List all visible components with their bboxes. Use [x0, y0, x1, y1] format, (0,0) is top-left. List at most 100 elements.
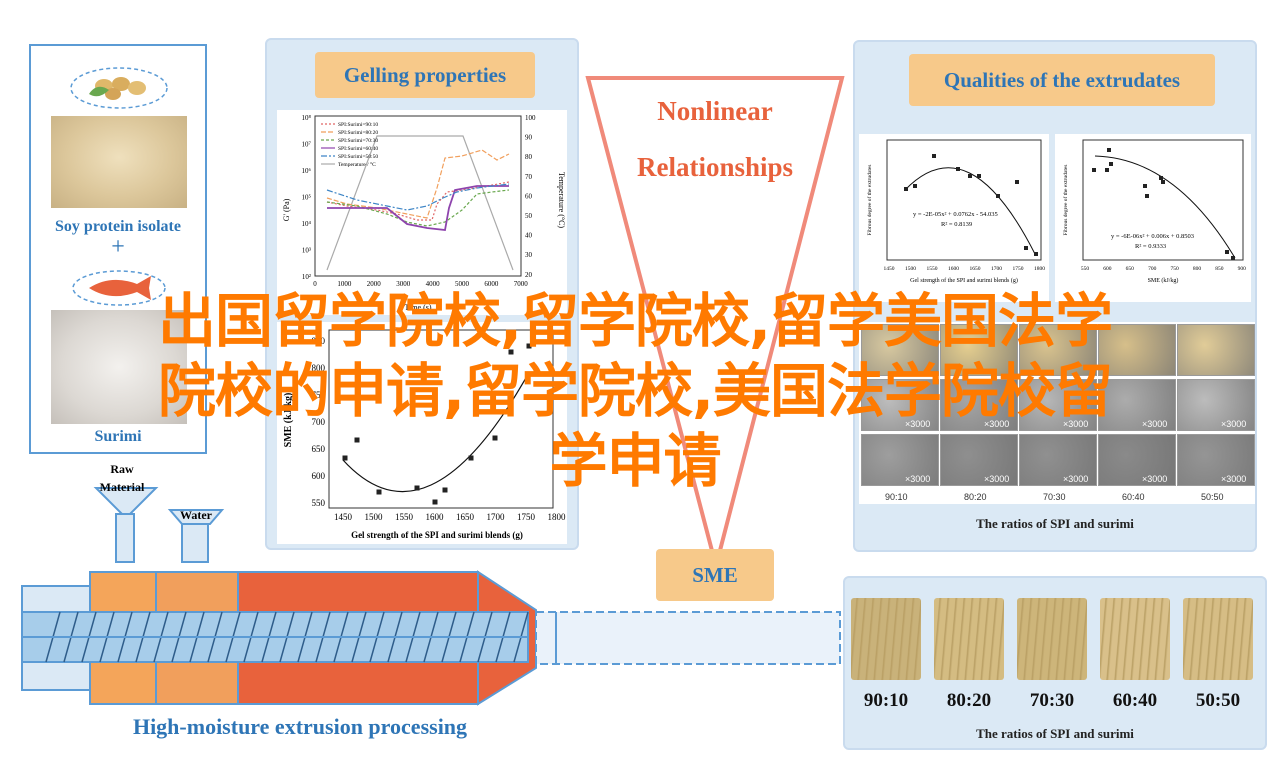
sem-micrograph: [1098, 324, 1176, 376]
fish-illustration: [72, 270, 166, 306]
sme-data-point: [526, 343, 532, 349]
sem-micrograph: [1019, 379, 1097, 431]
extrudate-sample: [934, 598, 1004, 680]
sme-data-point: [442, 487, 448, 493]
gelling-xtick: 2000: [367, 280, 382, 288]
sem-caption: The ratios of SPI and surimi: [976, 516, 1134, 531]
fibrous-chart-2: 550 600 650 700 750 800 850 900 y = -6E-06x² + …: [1055, 134, 1251, 302]
fibrous-1-xtick: 1800: [1034, 266, 1045, 272]
sme-xtick: 1800: [548, 512, 567, 522]
sme-xtick: 1550: [395, 512, 414, 522]
qualities-title: Qualities of the extrudates: [909, 54, 1215, 106]
gelling-xtick: 1000: [337, 280, 352, 288]
fibrous-1-xtick: 1500: [905, 266, 916, 272]
gelling-ytick-left: 10⁵: [302, 194, 312, 202]
sme-ytick: 700: [312, 417, 326, 427]
extrudate-ratio-label: 70:30: [1029, 690, 1075, 711]
soybean-illustration: [70, 67, 168, 109]
sme-chart-svg: 850 800 750 700 650 600 550 1450 1500 1550 1600 165…: [283, 329, 567, 540]
soy-powder-image: [51, 116, 187, 208]
fibrous-2-xtick: 900: [1238, 266, 1247, 272]
sme-fit-curve: [342, 375, 528, 493]
sem-magnification: ×3000: [984, 474, 1010, 484]
gelling-ytick-right: 90: [525, 134, 533, 142]
sme-xtick: 1450: [334, 512, 353, 522]
overlay-line-2: 院校的申请,留学院校,美国法学院校留: [157, 357, 1113, 425]
gelling-ytick-right: 80: [525, 153, 533, 161]
overlay-line-1: 出国留学院校,留学院校,留学美国法学: [157, 287, 1113, 355]
water-label: Water: [180, 508, 212, 522]
sme-data-point: [492, 435, 498, 441]
soy-protein-label: Soy protein isolate: [55, 218, 181, 235]
fibrous-2-xtick: 750: [1170, 266, 1179, 272]
screw-flights: [22, 611, 529, 663]
sme-ytick: 750: [312, 390, 326, 400]
fibrous-1-r2: R² = 0.8139: [941, 221, 972, 228]
fibrous-1-xtick: 1450: [884, 266, 895, 272]
sem-micrograph: [940, 379, 1018, 431]
extrudate-sample: [1183, 598, 1253, 680]
cooling-die: [535, 611, 841, 665]
extrusion-caption: High-moisture extrusion processing: [132, 714, 468, 739]
extrudate-sample: [851, 598, 921, 680]
sme-data-point: [376, 489, 382, 495]
raw-label-1: Raw: [110, 462, 134, 476]
series-70-30: [326, 189, 510, 227]
gelling-legend-entry: SPI:Surimi=50:50: [338, 154, 378, 160]
sme-data-point: [432, 499, 438, 505]
fibrous-2-ylabel: Fibrous degree of the extrudates: [1062, 165, 1069, 236]
sem-ratio-label: 70:30: [1043, 492, 1066, 502]
fibrous-1-xtick: 1750: [1013, 266, 1024, 272]
sme-chart: 850 800 750 700 650 600 550 1450 1500 1550 1600 165…: [277, 322, 567, 544]
gelling-ytick-left: 10⁷: [302, 141, 312, 149]
sem-micrograph: [1177, 434, 1255, 486]
sme-xlabel: Gel strength of the SPI and surimi blend…: [351, 530, 523, 540]
raw-label-2: Material: [99, 480, 145, 494]
surimi-label: Surimi: [94, 428, 142, 445]
extrudate-ratio-label: 60:40: [1112, 690, 1158, 711]
fibrous-2-r2: R² = 0.9333: [1135, 243, 1166, 250]
fibrous-2-xtick: 600: [1103, 266, 1112, 272]
sem-ratio-label: 60:40: [1122, 492, 1145, 502]
gelling-panel: Gelling properties 10⁸ 10⁷ 10⁶ 10⁵ 10⁴ 10³ 10²…: [265, 38, 579, 550]
fibrous-2-xtick: 650: [1126, 266, 1135, 272]
extrudate-sample: [1100, 598, 1170, 680]
sem-magnification: ×3000: [1063, 474, 1089, 484]
sem-micrograph: [861, 379, 939, 431]
sme-ytick: 850: [312, 336, 326, 346]
surimi-image: [51, 310, 187, 424]
products-caption: The ratios of SPI and surimi: [976, 726, 1134, 741]
gelling-ytick-right: 60: [525, 192, 533, 200]
sme-data-point: [354, 437, 360, 443]
fibrous-1-ylabel: Fibrous degree of the extrudates: [866, 165, 873, 236]
sem-magnification: ×3000: [905, 419, 931, 429]
gelling-xtick: 7000: [514, 280, 529, 288]
sme-data-point: [342, 455, 348, 461]
sem-magnification: ×3000: [1221, 419, 1247, 429]
sme-xtick: 1700: [487, 512, 506, 522]
sme-data-point: [414, 485, 420, 491]
fibrous-chart-1-svg: 1450 1500 1550 1600 1650 1700 1750 1800 y = -2E…: [866, 139, 1045, 284]
gelling-chart: 10⁸ 10⁷ 10⁶ 10⁵ 10⁴ 10³ 10² 100 90 80 70 60 50 40 30 20…: [277, 110, 567, 315]
fibrous-1-eq: y = -2E-05x² + 0.0762x - 54.035: [913, 211, 998, 218]
sem-micrograph: [1019, 324, 1097, 376]
fibrous-2-xtick: 850: [1215, 266, 1224, 272]
sme-ytick: 550: [312, 498, 326, 508]
gelling-ylabel-right: Temperature (°C): [557, 172, 566, 229]
triangle-line-2: Relationships: [636, 152, 794, 182]
sme-xtick: 1750: [517, 512, 536, 522]
sme-ytick: 650: [312, 444, 326, 454]
sme-ytick: 600: [312, 471, 326, 481]
sem-micrograph: [861, 434, 939, 486]
extrudate-ratio-label: 50:50: [1195, 690, 1241, 711]
series-80-20: [326, 149, 510, 219]
gelling-xtick: 3000: [396, 280, 411, 288]
fibrous-2-xtick: 700: [1148, 266, 1157, 272]
extruder-diagram: [21, 487, 841, 706]
sem-micrograph: [940, 324, 1018, 376]
fibrous-chart-1: 1450 1500 1550 1600 1650 1700 1750 1800 y = -2E…: [859, 134, 1049, 302]
water-hopper: [167, 509, 225, 525]
sem-magnification: ×3000: [1142, 419, 1168, 429]
gelling-title: Gelling properties: [315, 52, 535, 98]
gelling-xtick: 0: [313, 280, 317, 288]
